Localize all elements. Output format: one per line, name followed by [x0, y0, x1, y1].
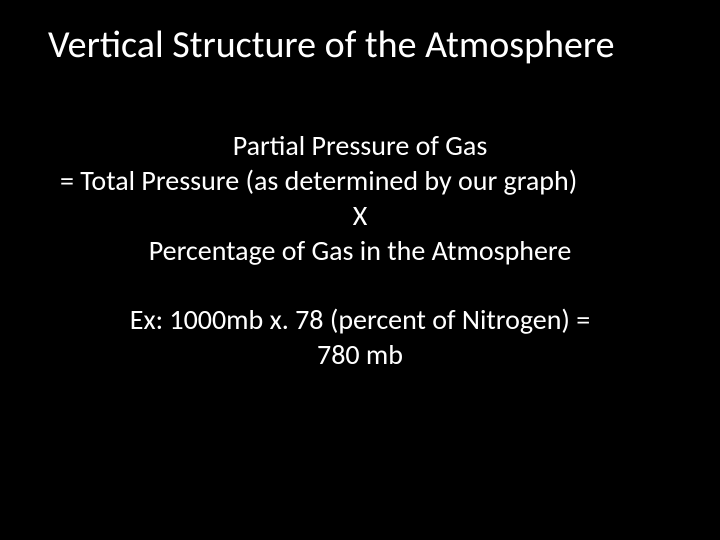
slide-body: Partial Pressure of Gas = Total Pressure… [60, 128, 660, 372]
body-line-2: = Total Pressure (as determined by our g… [60, 163, 660, 198]
slide-title: Vertical Structure of the Atmosphere [48, 24, 690, 68]
spacer [60, 268, 660, 302]
body-line-1: Partial Pressure of Gas [60, 128, 660, 163]
body-line-4: Percentage of Gas in the Atmosphere [60, 233, 660, 268]
body-line-5: Ex: 1000mb x. 78 (percent of Nitrogen) = [60, 302, 660, 337]
slide: Vertical Structure of the Atmosphere Par… [0, 0, 720, 540]
body-line-3: X [60, 198, 660, 233]
body-line-6: 780 mb [60, 337, 660, 372]
